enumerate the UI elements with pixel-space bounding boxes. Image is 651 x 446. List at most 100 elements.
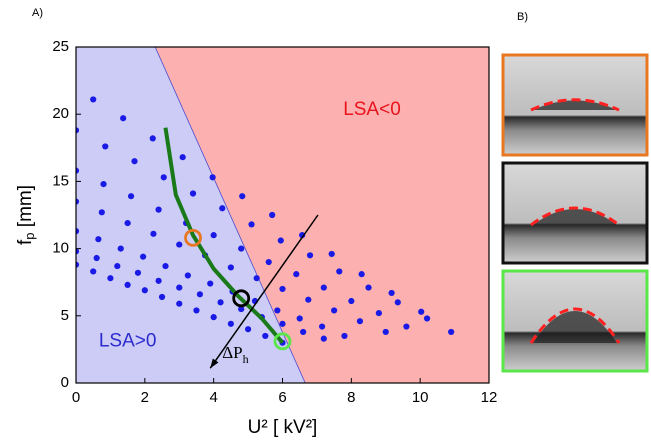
data-point	[90, 268, 97, 275]
data-point	[117, 245, 124, 252]
data-point	[296, 315, 303, 322]
data-point	[227, 264, 234, 271]
y-axis-title-main: f	[15, 239, 36, 245]
arrow-label: ΔPh	[222, 343, 248, 366]
drop	[533, 100, 617, 110]
photo-frame	[501, 53, 649, 157]
data-point	[382, 328, 389, 336]
photo-frame	[501, 161, 649, 265]
y-tick-label: 5	[61, 307, 69, 324]
data-point	[348, 297, 355, 305]
photo-frame	[501, 269, 649, 373]
data-point	[293, 271, 300, 278]
data-point	[277, 237, 284, 244]
data-point	[356, 318, 364, 325]
region-boundary	[154, 47, 306, 383]
data-point	[124, 281, 131, 288]
data-point	[124, 219, 131, 227]
data-point	[217, 299, 224, 306]
drop-fit	[529, 307, 621, 344]
data-point	[238, 305, 245, 313]
data-point	[98, 209, 105, 216]
data-point	[93, 254, 100, 262]
data-point	[76, 228, 80, 235]
data-point	[193, 307, 200, 314]
x-tick-label: 4	[209, 389, 217, 406]
data-point	[253, 275, 260, 282]
data-point	[176, 300, 183, 307]
x-tick-label: 10	[412, 389, 429, 406]
drop	[533, 311, 617, 343]
data-point	[76, 198, 80, 205]
data-point	[244, 326, 252, 333]
arrow-label-sub: h	[243, 352, 249, 366]
y-tick-label: 20	[52, 105, 69, 122]
x-tick-label: 0	[72, 389, 80, 406]
data-point	[176, 284, 183, 291]
data-point	[279, 285, 286, 293]
data-point	[102, 143, 109, 150]
data-point	[207, 280, 214, 287]
arrow	[209, 214, 319, 369]
data-point	[76, 261, 80, 268]
data-point	[90, 96, 97, 103]
y-tick-label: 10	[52, 240, 69, 257]
data-point	[300, 328, 307, 336]
annotation: LSA>0	[99, 330, 157, 351]
data-point	[227, 320, 234, 327]
data-point	[423, 315, 431, 322]
data-point	[375, 310, 382, 317]
data-point	[320, 284, 327, 291]
data-point	[100, 180, 107, 188]
arrow-label-main: ΔP	[222, 343, 242, 362]
data-point	[448, 328, 455, 336]
data-point	[76, 167, 80, 174]
panel-label: A)	[32, 7, 43, 19]
data-point	[320, 335, 327, 342]
y-tick-label: 0	[61, 374, 69, 391]
data-point	[155, 206, 162, 213]
data-point	[305, 296, 312, 303]
annotation: LSA<0	[343, 99, 401, 120]
data-point	[248, 221, 255, 228]
drop	[533, 209, 617, 225]
data-point	[162, 262, 169, 270]
data-point	[114, 262, 121, 270]
data-point	[120, 115, 127, 122]
data-point	[318, 323, 326, 330]
data-point	[210, 232, 217, 239]
data-point	[95, 236, 102, 243]
x-tick-label: 2	[141, 389, 149, 406]
data-point	[196, 291, 203, 298]
drop-fit	[530, 206, 620, 227]
data-point	[299, 232, 306, 239]
data-point	[279, 320, 286, 327]
data-point	[176, 241, 183, 248]
data-point	[131, 158, 138, 165]
highlight-ring	[232, 289, 251, 308]
x-axis-title: U² [ kV²]	[248, 417, 318, 438]
data-point	[210, 314, 217, 321]
data-point	[76, 248, 80, 255]
data-point	[403, 323, 410, 330]
data-point	[388, 289, 395, 297]
data-point	[358, 271, 365, 278]
data-point	[189, 190, 197, 197]
data-point	[160, 174, 167, 181]
data-point	[184, 272, 191, 279]
data-point	[127, 193, 135, 200]
data-point	[179, 154, 186, 161]
data-point	[219, 205, 226, 212]
x-tick-label: 12	[481, 389, 498, 406]
data-point	[341, 332, 348, 340]
data-point	[306, 252, 314, 259]
data-point	[209, 174, 216, 181]
panel-label: B)	[517, 11, 528, 23]
arrow-head	[210, 358, 219, 369]
data-point	[265, 258, 272, 266]
drop-fit	[530, 98, 620, 112]
data-point	[158, 293, 166, 301]
data-point	[239, 193, 246, 200]
data-point	[238, 245, 245, 252]
